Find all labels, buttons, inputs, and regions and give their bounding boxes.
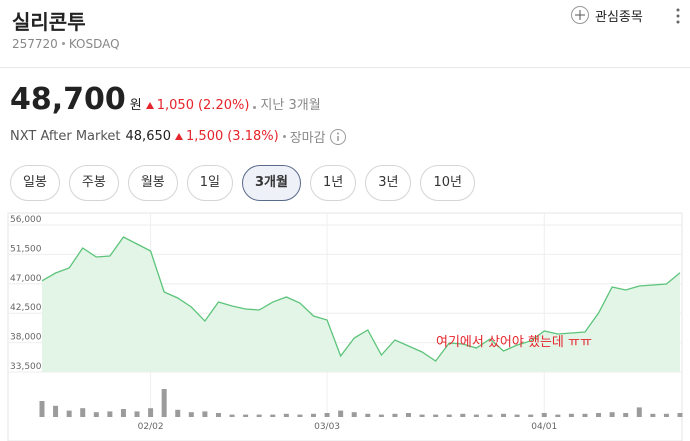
period-tab[interactable]: 일봉 — [10, 165, 60, 201]
x-tick-label: 03/03 — [314, 422, 340, 432]
up-arrow — [175, 133, 184, 140]
chart-frame — [7, 212, 683, 441]
volume-bar — [582, 413, 588, 417]
stock-code-row: 257720 KOSDAQ — [12, 37, 120, 51]
after-market-row: NXT After Market 48,650 1,500 (3.18%) 장마… — [10, 127, 347, 146]
separator — [253, 106, 257, 109]
volume-bar — [229, 414, 235, 417]
volume-bar — [473, 414, 479, 417]
volume-bar — [487, 414, 493, 417]
volume-bar — [270, 414, 276, 417]
volume-bar — [555, 414, 561, 417]
period-tabs: 일봉 주봉 월봉 1일 3개월 1년 3년 10년 — [10, 165, 484, 201]
y-tick-label: 51,500 — [10, 244, 42, 254]
period-tab[interactable]: 주봉 — [68, 165, 119, 201]
volume-bar — [66, 410, 72, 417]
x-tick-label: 04/01 — [531, 422, 557, 432]
after-market-change: 1,500 — [186, 129, 224, 144]
volume-bar — [636, 407, 642, 417]
y-tick-label: 38,000 — [10, 333, 42, 343]
period-tab[interactable]: 10년 — [420, 165, 475, 201]
after-market-change-pct: (3.18%) — [227, 129, 279, 144]
stock-code: 257720 — [12, 37, 58, 51]
volume-bar — [188, 412, 194, 417]
period-tab[interactable]: 1년 — [309, 165, 357, 201]
volume-bar — [53, 405, 59, 417]
volume-bar — [609, 412, 615, 417]
volume-bar — [120, 409, 126, 417]
annotation: 여기에서 샀어야 했는데 ㅠㅠ — [436, 334, 592, 350]
period-tab[interactable]: 3개월 — [242, 165, 301, 201]
volume-bar — [243, 414, 249, 417]
y-tick-label: 47,000 — [10, 274, 42, 284]
plus-icon — [571, 6, 589, 24]
volume-bar — [365, 413, 371, 417]
volume-bar — [39, 401, 45, 417]
watchlist-label: 관심종목 — [595, 9, 643, 25]
period: 지난 3개월 — [260, 98, 321, 113]
volume-bar — [256, 414, 262, 417]
volume-bar — [338, 410, 344, 417]
y-tick-label: 42,500 — [10, 303, 42, 313]
volume-bar — [677, 413, 683, 417]
price-line — [41, 236, 681, 362]
volume-bar — [283, 413, 289, 417]
volume-bar — [406, 413, 412, 417]
period-tab[interactable]: 3년 — [365, 165, 412, 201]
price-change-pct: (2.20%) — [197, 98, 250, 113]
volume-bar — [446, 414, 452, 417]
volume-bar — [148, 408, 154, 417]
volume-bar — [392, 413, 398, 417]
chart: 33,500 38,000 42,500 47,000 51,500 56,000 02/0… — [7, 212, 683, 441]
price-area — [42, 237, 680, 372]
after-market-price: 48,650 — [125, 129, 172, 144]
divider — [0, 67, 690, 68]
volume-bar — [541, 413, 547, 417]
y-tick-label: 33,500 — [10, 362, 42, 372]
volume-bar — [297, 414, 303, 417]
volume-bar — [80, 408, 86, 417]
volume-bar — [134, 411, 140, 417]
volume-bar — [623, 413, 629, 417]
y-tick-label: 56,000 — [10, 215, 42, 225]
separator — [282, 135, 286, 138]
volume-bar — [460, 413, 466, 417]
after-market-label: NXT After Market — [10, 129, 121, 144]
volume-bar — [161, 389, 167, 417]
volume-bar — [663, 413, 669, 417]
volume-bar — [324, 413, 330, 417]
volume-bar — [433, 414, 439, 417]
up-arrow — [145, 102, 154, 109]
period-tab[interactable]: 1일 — [186, 165, 233, 201]
volume-bar — [215, 413, 221, 417]
stock-title: 실리콘투 — [12, 10, 86, 34]
volume-bar — [568, 413, 574, 417]
current-price: 48,700 — [10, 82, 126, 117]
volume-bar — [596, 413, 602, 417]
volume-bar — [378, 414, 384, 417]
volume-bar — [528, 414, 534, 417]
more-menu[interactable] — [674, 7, 682, 25]
volume-bar — [650, 413, 656, 417]
info-icon[interactable] — [329, 128, 347, 146]
price-change: 1,050 — [156, 98, 194, 113]
volume-bar — [351, 412, 357, 417]
price-unit: 원 — [129, 98, 142, 113]
volume-bar — [93, 412, 99, 417]
volume-bar — [202, 411, 208, 417]
volume-bar — [514, 414, 520, 417]
watchlist-button[interactable]: 관심종목 — [570, 5, 643, 25]
separator — [61, 42, 65, 45]
volume-bar — [419, 414, 425, 417]
volume-bar — [310, 413, 316, 417]
volume-bar — [175, 409, 181, 417]
market-status: 장마감 — [289, 131, 326, 146]
x-tick-label: 02/02 — [138, 422, 164, 432]
volume-bar — [107, 411, 113, 417]
period-tab[interactable]: 월봉 — [127, 165, 178, 201]
price-row: 48,700 원 1,050 (2.20%) 지난 3개월 — [10, 82, 321, 117]
market: KOSDAQ — [68, 37, 120, 51]
volume-bar — [501, 413, 507, 417]
